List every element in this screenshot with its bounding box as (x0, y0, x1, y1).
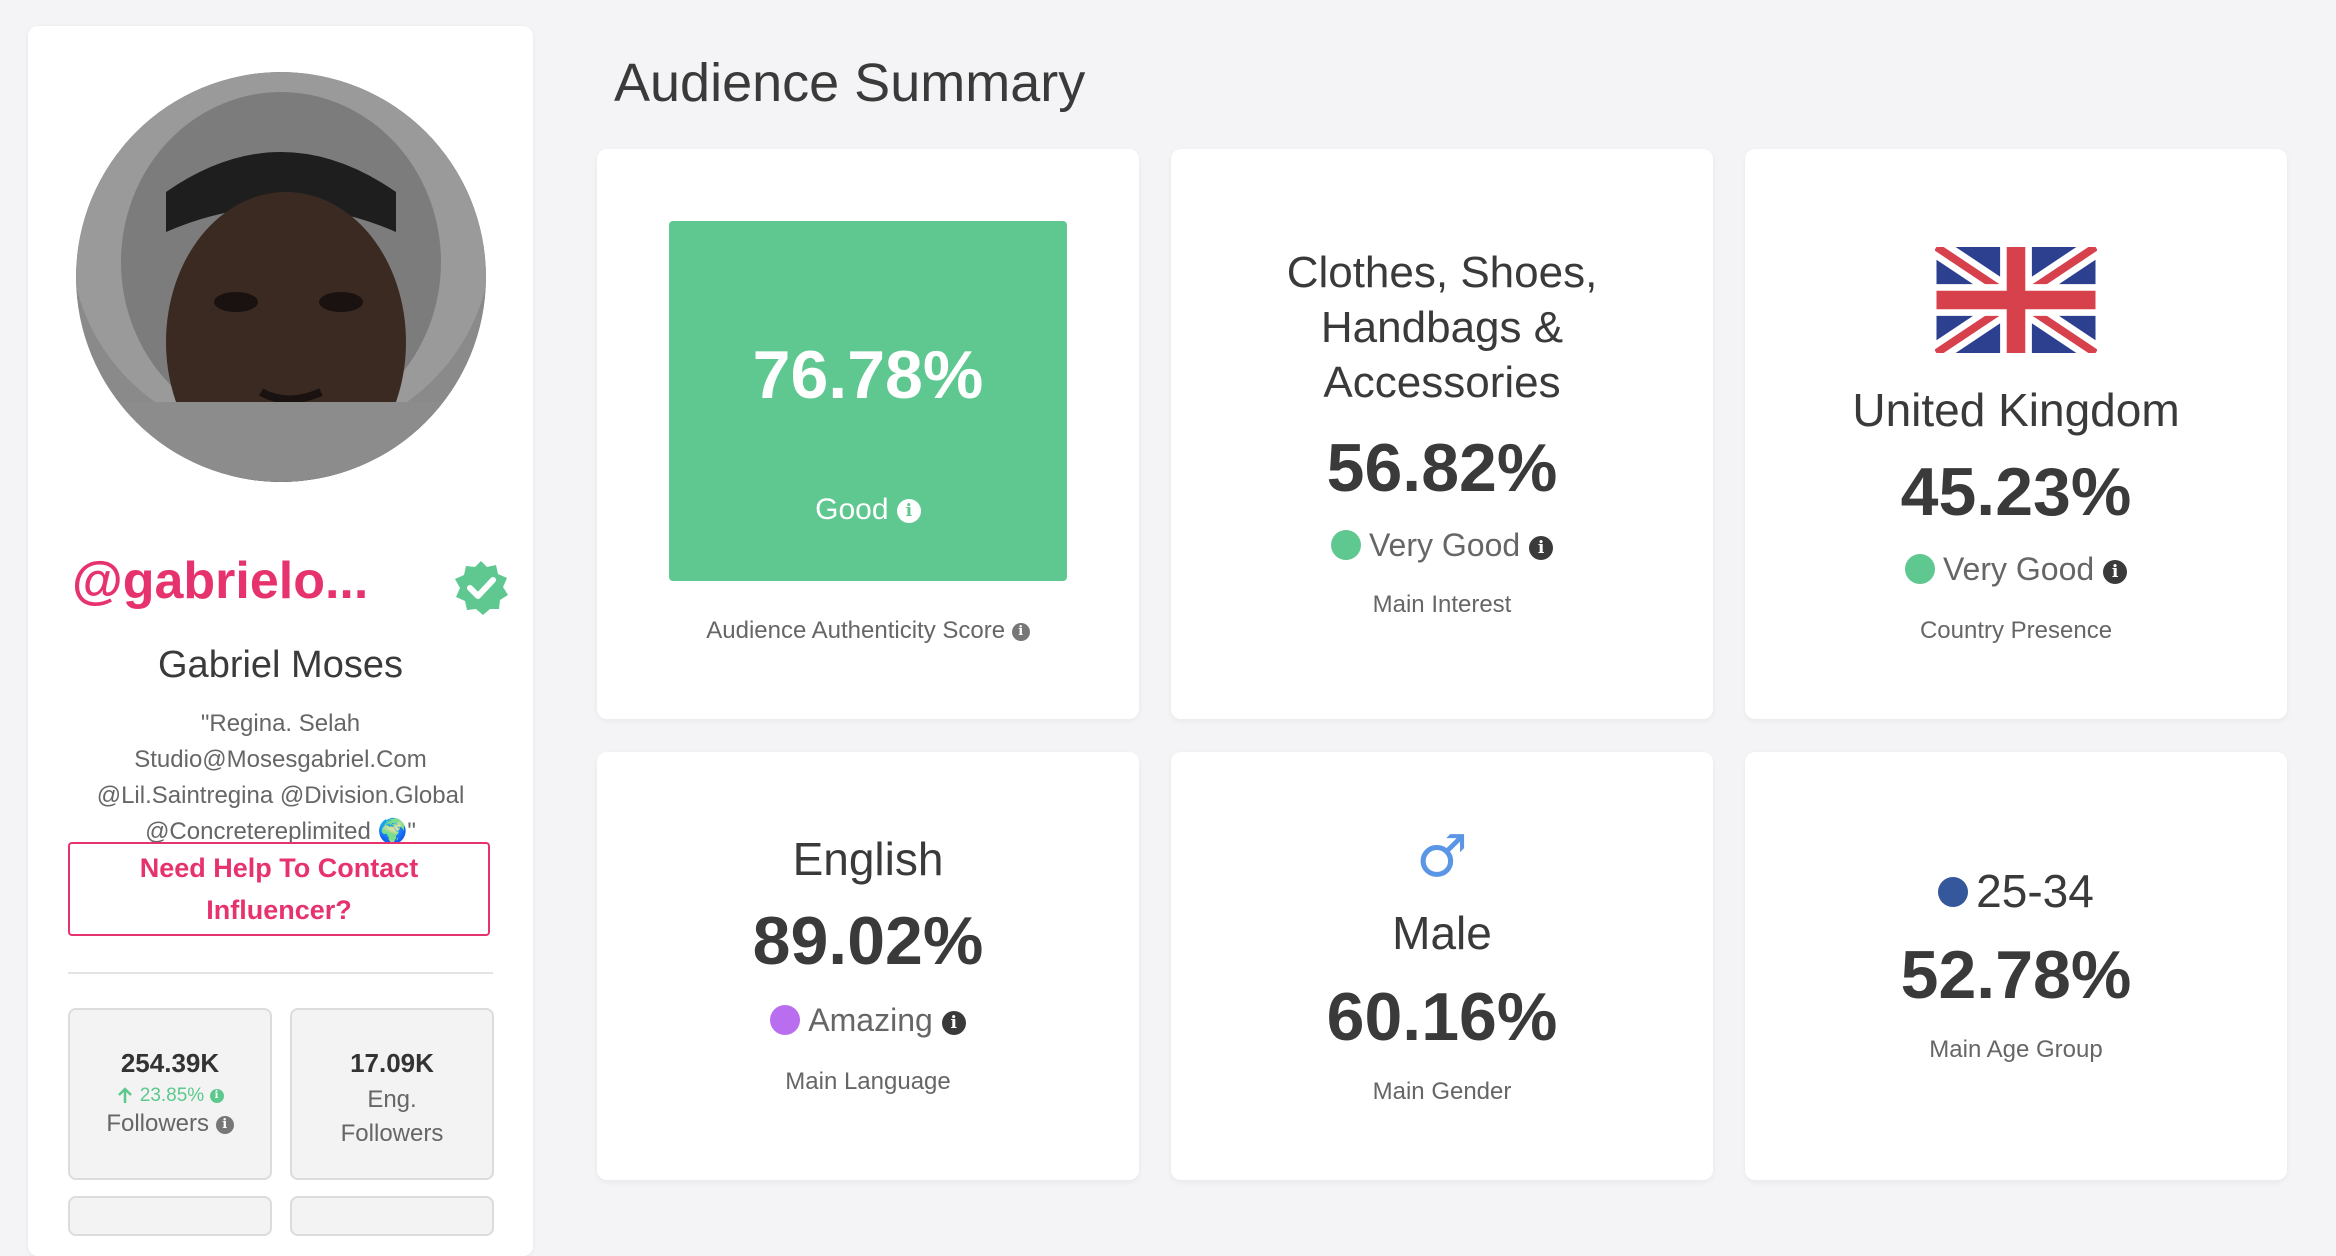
engaged-label-line1: Eng. (367, 1086, 417, 1113)
rating-dot (1330, 529, 1361, 560)
bio-line: @Lil.Saintregina @Division.Global (96, 782, 465, 809)
profile-name: Gabriel Moses (158, 644, 403, 686)
country-rating: Very Good i (1745, 551, 2287, 588)
profile-bio: "Regina. Selah Studio@Mosesgabriel.Com @… (58, 706, 503, 850)
info-icon[interactable]: i (215, 1115, 234, 1134)
authenticity-score-box: 76.78% Good i (669, 221, 1067, 581)
authenticity-rating: Good i (669, 493, 1067, 527)
rating-dot (770, 1004, 801, 1035)
avatar (76, 72, 486, 482)
followers-value: 254.39K (120, 1048, 220, 1078)
country-caption: Country Presence (1919, 617, 2113, 644)
info-icon[interactable]: i (941, 1010, 966, 1035)
engaged-label-line2: Followers (340, 1120, 444, 1147)
followers-stat: 254.39K 23.85% i Followers i (68, 1008, 272, 1180)
interest-name-line: Clothes, Shoes, (1286, 248, 1598, 297)
interest-rating: Very Good i (1171, 527, 1713, 564)
age-group: 25-34 (1745, 864, 2287, 918)
country-card: United Kingdom 45.23% Very Good i Countr… (1745, 149, 2287, 719)
authenticity-caption-text: Audience Authenticity Score (706, 617, 1006, 644)
stat-box-partial (290, 1196, 494, 1236)
followers-label-text: Followers (106, 1110, 210, 1137)
language-card: English 89.02% Amazing i Main Language (597, 752, 1139, 1180)
language-caption: Main Language (785, 1068, 951, 1095)
verified-badge-icon (455, 561, 508, 615)
interest-name-line: Accessories (1323, 358, 1561, 407)
gender-caption: Main Gender (1372, 1078, 1512, 1105)
authenticity-card: 76.78% Good i Audience Authenticity Scor… (597, 149, 1139, 719)
info-icon[interactable]: i (1011, 622, 1030, 641)
rating-dot (1904, 553, 1935, 584)
info-icon[interactable]: i (2103, 559, 2128, 584)
authenticity-value: 76.78% (752, 337, 984, 413)
followers-label: Followers i (70, 1107, 270, 1141)
age-caption: Main Age Group (1929, 1036, 2103, 1063)
page-title: Audience Summary (614, 53, 1086, 113)
uk-flag-icon (1935, 247, 2097, 353)
followers-change: 23.85% i (70, 1085, 270, 1107)
interest-rating-text: Very Good (1368, 527, 1521, 563)
authenticity-caption: Audience Authenticity Score i (597, 617, 1139, 645)
age-card: 25-34 52.78% Main Age Group (1745, 752, 2287, 1180)
gender-card: ♂ Male 60.16% Main Gender (1171, 752, 1713, 1180)
info-icon[interactable]: i (1529, 535, 1554, 560)
language-name: English (792, 833, 944, 885)
profile-handle: @gabrielo... (72, 552, 369, 610)
male-symbol-icon: ♂ (1416, 822, 1468, 890)
info-icon[interactable]: i (896, 499, 921, 524)
followers-change-value: 23.85% (139, 1085, 205, 1106)
divider (68, 972, 493, 974)
bio-line: @Concretereplimited 🌍" (145, 818, 416, 845)
bio-line: Studio@Mosesgabriel.Com (134, 746, 427, 773)
interest-card: Clothes, Shoes, Handbags & Accessories 5… (1171, 149, 1713, 719)
handle-row: @gabrielo... (72, 551, 512, 621)
engaged-followers-stat: 17.09K Eng. Followers (290, 1008, 494, 1180)
engaged-followers-value: 17.09K (350, 1048, 434, 1078)
gender-value: 60.16% (1326, 979, 1558, 1055)
country-value: 45.23% (1900, 454, 2132, 530)
interest-name-line: Handbags & (1320, 303, 1564, 352)
interest-caption: Main Interest (1372, 591, 1512, 618)
language-value: 89.02% (752, 903, 984, 979)
bio-line: "Regina. Selah (200, 710, 361, 737)
language-rating-text: Amazing (808, 1002, 933, 1038)
interest-name: Clothes, Shoes, Handbags & Accessories (1171, 245, 1713, 410)
authenticity-rating-text: Good (815, 493, 889, 526)
arrow-up-icon (118, 1087, 133, 1103)
stat-box-partial (68, 1196, 272, 1236)
avatar-photo (76, 72, 486, 482)
contact-influencer-button[interactable]: Need Help To Contact Influencer? (68, 842, 490, 936)
interest-value: 56.82% (1326, 430, 1558, 506)
gender-name: Male (1392, 907, 1492, 959)
profile-sidebar: @gabrielo... Gabriel Moses "Regina. Sela… (28, 26, 533, 1256)
language-rating: Amazing i (597, 1002, 1139, 1039)
country-name: United Kingdom (1852, 384, 2180, 436)
age-group-text: 25-34 (1976, 865, 2094, 917)
country-rating-text: Very Good (1942, 551, 2095, 587)
age-dot (1938, 876, 1969, 907)
info-icon[interactable]: i (209, 1088, 224, 1103)
age-value: 52.78% (1900, 937, 2132, 1013)
